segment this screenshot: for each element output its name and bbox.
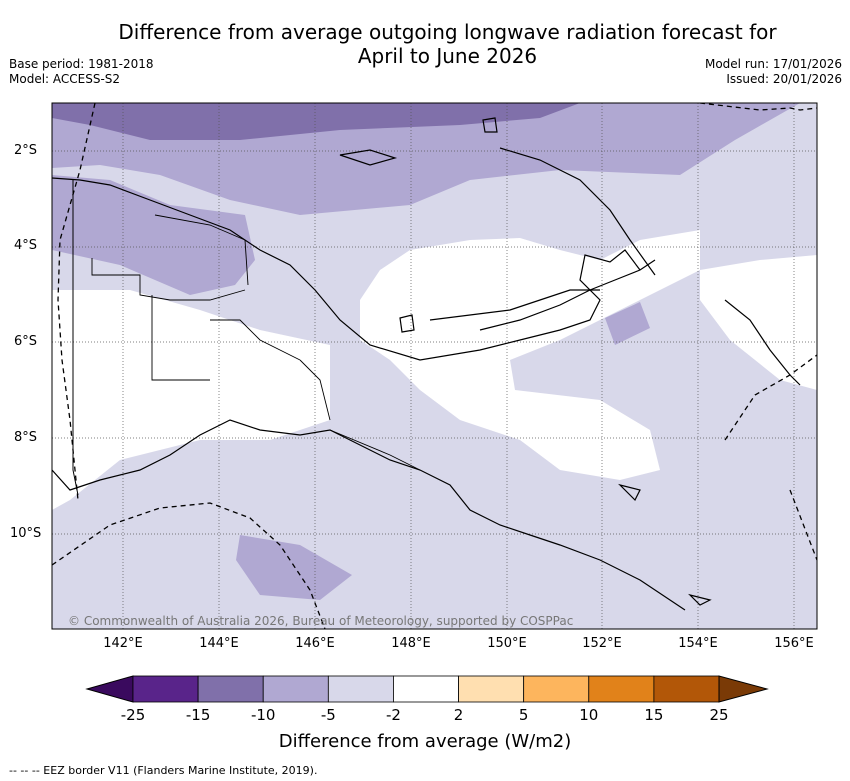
coastline-new-guinea-south xyxy=(52,419,686,611)
lon-label-146e: 146°E xyxy=(295,636,335,651)
coastline-island-1 xyxy=(482,117,498,133)
lon-label-144e: 144°E xyxy=(199,636,239,651)
lon-label-154e: 154°E xyxy=(678,636,718,651)
lat-label-10s: 10°S xyxy=(10,526,42,541)
base-period: Base period: 1981-2018 xyxy=(9,57,154,71)
lon-label-156e: 156°E xyxy=(774,636,814,651)
map-frame xyxy=(51,102,818,630)
coastline-huon xyxy=(429,289,600,321)
colorbar-tick-label: -25 xyxy=(120,706,146,724)
colorbar-swatch xyxy=(132,675,199,703)
run-info: Model run: 17/01/2026 Issued: 20/01/2026 xyxy=(705,57,842,87)
coastline-new-britain xyxy=(479,259,656,331)
model-info: Base period: 1981-2018 Model: ACCESS-S2 xyxy=(9,57,154,87)
colorbar-tick-label: 2 xyxy=(453,706,464,724)
anomaly-field xyxy=(52,103,817,629)
lon-label-150e: 150°E xyxy=(487,636,527,651)
colorbar-swatch xyxy=(458,675,525,703)
colorbar-tick-label: 5 xyxy=(518,706,529,724)
colorbar-swatch xyxy=(197,675,264,703)
model-name: Model: ACCESS-S2 xyxy=(9,72,121,86)
colorbar-tick-label: -5 xyxy=(320,706,336,724)
neutral-zone-west xyxy=(52,290,330,510)
anomaly-band-dark xyxy=(52,103,580,140)
colorbar-swatch xyxy=(262,675,329,703)
title-line-2: April to June 2026 xyxy=(357,44,538,68)
coastline-new-guinea-north xyxy=(52,177,641,361)
colorbar-title: Difference from average (W/m2) xyxy=(278,731,572,752)
colorbar-tick-label: -10 xyxy=(250,706,276,724)
issued-date: Issued: 20/01/2026 xyxy=(726,72,842,86)
colorbar-tick-label: -15 xyxy=(185,706,211,724)
lat-label-2s: 2°S xyxy=(14,143,38,158)
lon-label-142e: 142°E xyxy=(103,636,143,651)
lat-label-8s: 8°S xyxy=(14,430,38,445)
lon-label-152e: 152°E xyxy=(582,636,622,651)
lat-label-6s: 6°S xyxy=(14,334,38,349)
copyright-notice: © Commonwealth of Australia 2026, Bureau… xyxy=(68,614,574,628)
colorbar xyxy=(85,675,769,703)
colorbar-swatch xyxy=(523,675,590,703)
eez-borders xyxy=(52,103,817,629)
lat-label-4s: 4°S xyxy=(14,238,38,253)
model-run: Model run: 17/01/2026 xyxy=(704,57,842,71)
colorbar-min-arrow xyxy=(85,675,134,703)
colorbar-swatch xyxy=(327,675,394,703)
coastline-manus xyxy=(339,149,398,166)
anomaly-band-medium-east xyxy=(605,302,650,345)
coastlines xyxy=(52,117,801,611)
colorbar-max-arrow xyxy=(718,675,769,703)
title-line-1: Difference from average outgoing longwav… xyxy=(118,20,777,44)
colorbar-swatch xyxy=(653,675,720,703)
anomaly-band-medium-south xyxy=(236,535,352,600)
coastline-island-4 xyxy=(688,593,712,606)
colorbar-tick-label: 10 xyxy=(579,706,599,724)
coastline-new-ireland xyxy=(499,147,656,276)
graticule xyxy=(52,103,817,629)
colorbar-tick-label: 25 xyxy=(709,706,729,724)
neutral-zone-east xyxy=(700,255,817,390)
coastline-island-3 xyxy=(618,483,641,502)
coastline-island-2 xyxy=(399,314,415,333)
colorbar-swatch xyxy=(588,675,655,703)
chart-title: Difference from average outgoing longwav… xyxy=(0,20,850,68)
colorbar-swatch xyxy=(393,675,459,703)
coastline-bougainville xyxy=(724,299,801,386)
neutral-zone-central xyxy=(360,230,700,480)
lon-label-148e: 148°E xyxy=(391,636,431,651)
colorbar-tick-label: 15 xyxy=(644,706,664,724)
anomaly-band-medium-west xyxy=(52,175,255,295)
eez-footnote: -- -- -- EEZ border V11 (Flanders Marine… xyxy=(9,764,318,777)
provincial-borders xyxy=(91,214,421,471)
colorbar-tick-label: -2 xyxy=(385,706,401,724)
